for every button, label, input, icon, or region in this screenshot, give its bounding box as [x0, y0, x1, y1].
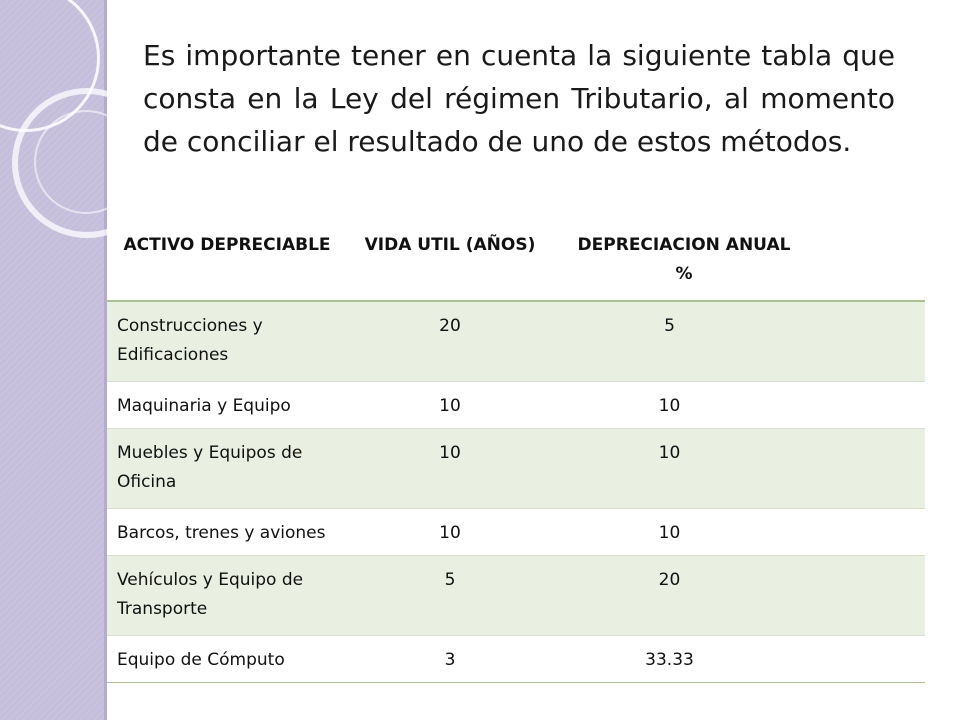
cell-vida-util: 10: [347, 381, 553, 429]
table-row: Maquinaria y Equipo 10 10: [107, 381, 925, 429]
cell-vida-util: 10: [347, 508, 553, 556]
table-row: Vehículos y Equipo de Transporte 5 20: [107, 555, 925, 636]
side-band-edge: [104, 0, 107, 720]
cell-activo: Muebles y Equipos de Oficina: [107, 428, 347, 509]
cell-depreciacion: 10: [553, 508, 925, 556]
cell-depreciacion: 33.33: [553, 635, 925, 683]
column-header-depreciacion: DEPRECIACION ANUAL %: [553, 219, 925, 302]
depreciation-table: ACTIVO DEPRECIABLE VIDA UTIL (AÑOS) DEPR…: [107, 219, 925, 683]
cell-activo: Vehículos y Equipo de Transporte: [107, 555, 347, 636]
cell-activo: Equipo de Cómputo: [107, 635, 347, 683]
decorative-circle-icon: [34, 110, 138, 214]
table-row: Construcciones y Edificaciones 20 5: [107, 301, 925, 382]
cell-vida-util: 10: [347, 428, 553, 509]
column-header-activo: ACTIVO DEPRECIABLE: [107, 219, 347, 302]
cell-depreciacion: 10: [553, 381, 925, 429]
table-row: Equipo de Cómputo 3 33.33: [107, 635, 925, 683]
cell-depreciacion: 5: [553, 301, 925, 382]
cell-depreciacion: 10: [553, 428, 925, 509]
table-header-row: ACTIVO DEPRECIABLE VIDA UTIL (AÑOS) DEPR…: [107, 219, 925, 302]
cell-activo: Maquinaria y Equipo: [107, 381, 347, 429]
cell-vida-util: 20: [347, 301, 553, 382]
table-row: Muebles y Equipos de Oficina 10 10: [107, 428, 925, 509]
decorative-circle-icon: [12, 88, 162, 238]
slide-heading: Es importante tener en cuenta la siguien…: [143, 39, 895, 158]
cell-vida-util: 5: [347, 555, 553, 636]
cell-activo: Construcciones y Edificaciones: [107, 301, 347, 382]
cell-activo: Barcos, trenes y aviones: [107, 508, 347, 556]
cell-vida-util: 3: [347, 635, 553, 683]
table-row: Barcos, trenes y aviones 10 10: [107, 508, 925, 556]
cell-depreciacion: 20: [553, 555, 925, 636]
column-header-vida-util: VIDA UTIL (AÑOS): [347, 219, 553, 302]
